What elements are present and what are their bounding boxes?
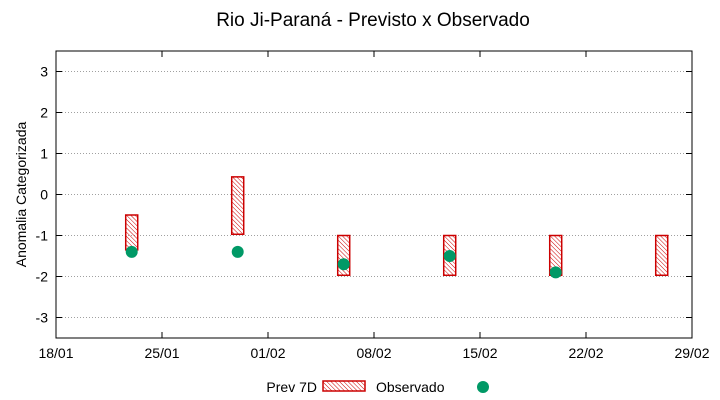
- series-observado: [125, 245, 562, 279]
- x-tick-label: 18/01: [38, 345, 73, 361]
- grid: [56, 71, 692, 318]
- y-tick-label: -1: [36, 228, 49, 244]
- chart-title: Rio Ji-Paraná - Previsto x Observado: [216, 10, 530, 31]
- y-axis-label: Anomalia Categorizada: [13, 122, 29, 268]
- prev-7d-bar: [124, 214, 139, 251]
- legend-prev-swatch: [322, 380, 366, 392]
- prev-7d-bar: [230, 176, 245, 236]
- observado-point: [549, 266, 562, 279]
- x-tick-label: 01/02: [250, 345, 285, 361]
- y-tick-label: 3: [40, 64, 48, 80]
- x-axis: 18/01 25/01 01/02 08/02 15/02 22/02 29/02: [38, 51, 710, 361]
- observado-point: [443, 250, 456, 262]
- x-tick-label: 22/02: [568, 345, 603, 361]
- y-tick-label: -3: [36, 310, 49, 326]
- observado-point: [125, 245, 138, 258]
- legend-obs-label: Observado: [376, 379, 445, 395]
- y-tick-label: -2: [36, 269, 49, 285]
- x-tick-label: 08/02: [356, 345, 391, 361]
- x-tick-label: 25/01: [144, 345, 179, 361]
- legend: Prev 7D Observado: [266, 379, 489, 395]
- x-tick-label: 29/02: [674, 345, 709, 361]
- observado-point: [337, 258, 350, 271]
- y-tick-label: 1: [40, 146, 48, 162]
- observado-point: [231, 245, 244, 258]
- legend-prev-label: Prev 7D: [266, 379, 317, 395]
- y-tick-label: 0: [40, 187, 48, 203]
- x-tick-label: 15/02: [462, 345, 497, 361]
- series-prev-7d: [124, 176, 669, 277]
- y-axis: 3 2 1 0 -1 -2 -3: [36, 64, 692, 326]
- y-tick-label: 2: [40, 105, 48, 121]
- legend-obs-marker: [477, 381, 489, 393]
- prev-7d-bar: [654, 234, 669, 277]
